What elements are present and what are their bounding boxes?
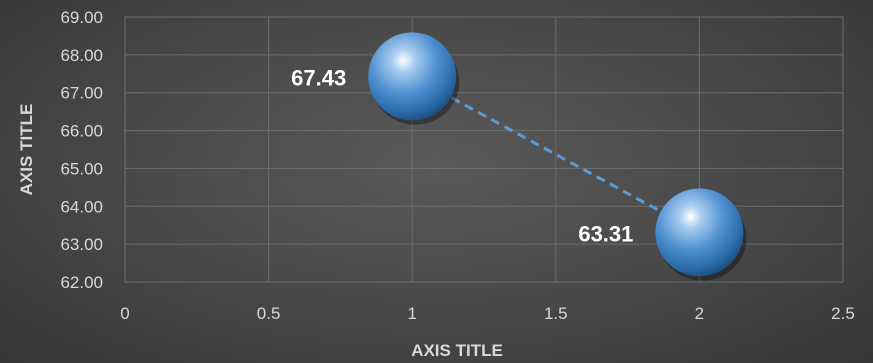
trendline: [411, 75, 701, 234]
y-tick-label: 65.00: [60, 159, 103, 178]
x-axis-title: AXIS TITLE: [411, 341, 503, 360]
y-axis-title: AXIS TITLE: [17, 104, 36, 196]
bubble-point: [368, 32, 457, 121]
x-tick-label: 2: [695, 304, 704, 323]
data-labels: 67.43 63.31: [291, 65, 633, 246]
bubble-point: [655, 188, 744, 277]
y-tick-label: 66.00: [60, 122, 103, 141]
x-tick-label: 2.5: [831, 304, 855, 323]
y-tick-label: 68.00: [60, 46, 103, 65]
bubbles: [368, 32, 747, 281]
y-tick-label: 63.00: [60, 235, 103, 254]
data-label: 67.43: [291, 65, 346, 90]
y-tick-label: 67.00: [60, 84, 103, 103]
x-tick-label: 0.5: [257, 304, 281, 323]
y-tick-label: 62.00: [60, 273, 103, 292]
data-label: 63.31: [578, 221, 633, 246]
y-tick-label: 64.00: [60, 197, 103, 216]
x-tick-label: 0: [120, 304, 129, 323]
x-tick-label: 1: [407, 304, 416, 323]
x-tick-label: 1.5: [544, 304, 568, 323]
axis-ticks: 62.00 63.00 64.00 65.00 66.00 67.00 68.00 69.00…: [60, 8, 854, 323]
y-tick-label: 69.00: [60, 8, 103, 27]
